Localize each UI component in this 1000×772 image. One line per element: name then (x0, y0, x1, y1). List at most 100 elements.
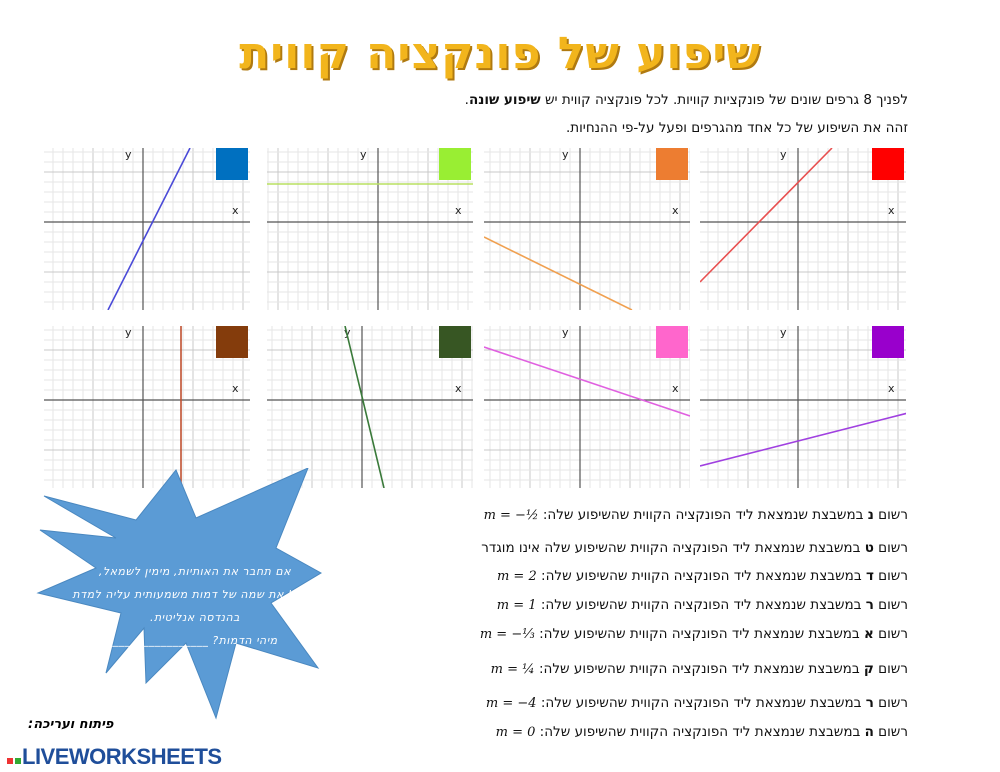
question-item: רשום ר במשבצת שנמצאת ליד הפונקציה הקווית… (497, 597, 908, 613)
y-axis-label: y (780, 326, 787, 339)
x-axis-label: x (888, 204, 895, 217)
question-text: במשבצת שנמצאת ליד הפונקציה הקווית שהשיפו… (536, 695, 866, 711)
question-letter: א (864, 626, 874, 642)
question-letter: ה (864, 724, 874, 740)
answer-box[interactable] (439, 326, 471, 358)
starburst-line: תקבל את שמה של דמות משמעותית עליה למדת (72, 588, 318, 601)
question-pre: רשום (873, 507, 908, 523)
x-axis-label: x (455, 204, 462, 217)
question-pre: רשום (873, 695, 908, 711)
question-item: רשום ה במשבצת שנמצאת ליד הפונקציה הקווית… (496, 724, 908, 740)
function-line (700, 148, 833, 283)
intro-line-2: זהה את השיפוע של כל אחד מהגרפים ופעל על-… (565, 120, 908, 136)
question-letter: ט (864, 540, 874, 556)
question-pre: רשום (873, 626, 908, 642)
answer-box[interactable] (439, 148, 471, 180)
function-line (344, 326, 385, 488)
answer-box[interactable] (872, 326, 904, 358)
question-pre: רשום (873, 568, 908, 584)
starburst-shape (36, 468, 322, 720)
logo-text: LIVEWORKSHEETS (22, 744, 222, 769)
starburst-line: אם תחבר את האותיות, מימין לשמאל, (98, 565, 292, 578)
question-pre: רשום (873, 540, 908, 556)
answer-box[interactable] (872, 148, 904, 180)
function-line (484, 236, 633, 310)
question-item: רשום ט במשבצת שנמצאת ליד הפונקציה הקווית… (481, 540, 908, 556)
question-pre: רשום (873, 661, 908, 677)
intro-text: לפניך 8 גרפים שונים של פונקציות קוויות. … (540, 92, 908, 108)
y-axis-label: y (344, 326, 351, 339)
slope-formula: m = −4 (485, 696, 537, 711)
question-text: במשבצת שנמצאת ליד הפונקציה הקווית שהשיפו… (535, 724, 865, 740)
question-pre: רשום (873, 597, 908, 613)
question-item: רשום ק במשבצת שנמצאת ליד הפונקציה הקווית… (491, 661, 908, 677)
logo-square (7, 758, 13, 764)
x-axis-label: x (888, 382, 895, 395)
y-axis-label: y (562, 148, 569, 161)
question-text: במשבצת שנמצאת ליד הפונקציה הקווית שהשיפו… (536, 568, 866, 584)
question-letter: ק (863, 661, 874, 677)
question-item: רשום ד במשבצת שנמצאת ליד הפונקציה הקווית… (497, 568, 908, 584)
intro-suffix: . (464, 92, 469, 108)
x-axis-label: x (232, 204, 239, 217)
question-letter: ר (865, 695, 874, 711)
credit-label: פיתוח ועריכה: (28, 717, 114, 732)
question-text: במשבצת שנמצאת ליד הפונקציה הקווית שהשיפו… (481, 540, 865, 556)
question-pre: רשום (873, 724, 908, 740)
answer-box[interactable] (216, 148, 248, 180)
slope-formula: m = 1 (496, 598, 537, 613)
graph-svg: yx (267, 148, 473, 310)
starburst-answer-line[interactable]: מיהי הדמות? ________________ (112, 634, 278, 647)
y-axis-label: y (125, 148, 132, 161)
question-item: רשום א במשבצת שנמצאת ליד הפונקציה הקווית… (480, 626, 908, 642)
y-axis-label: y (780, 148, 787, 161)
slope-formula: m = ¼ (490, 662, 535, 677)
liveworksheets-logo: LIVEWORKSHEETS (6, 744, 222, 770)
graph-svg: yx (484, 148, 690, 310)
starburst-line: בהנדסה אנליטית. (149, 611, 241, 624)
x-axis-label: x (232, 382, 239, 395)
graph-svg: yx (44, 148, 250, 310)
question-letter: ר (865, 597, 874, 613)
answer-box[interactable] (656, 148, 688, 180)
question-item: רשום נ במשבצת שנמצאת ליד הפונקציה הקווית… (484, 507, 908, 523)
function-line (700, 412, 906, 467)
function-line (107, 148, 191, 310)
y-axis-label: y (360, 148, 367, 161)
slope-formula: m = −½ (483, 508, 539, 523)
graph-svg: yx (484, 326, 690, 488)
question-text: במשבצת שנמצאת ליד הפונקציה הקווית שהשיפו… (534, 661, 864, 677)
starburst-text: אם תחבר את האותיות, מימין לשמאל, תקבל את… (70, 560, 320, 652)
page-title: שיפוע של פונקציה קווית (239, 28, 761, 79)
answer-box[interactable] (656, 326, 688, 358)
intro-bold: שיפוע שונה (468, 92, 541, 108)
x-axis-label: x (672, 382, 679, 395)
slope-formula: m = −⅓ (479, 627, 535, 642)
question-letter: נ (867, 507, 874, 523)
logo-square (15, 758, 21, 764)
x-axis-label: x (672, 204, 679, 217)
function-line (484, 346, 690, 417)
intro-line-1: לפניך 8 גרפים שונים של פונקציות קוויות. … (465, 92, 908, 108)
question-text: במשבצת שנמצאת ליד הפונקציה הקווית שהשיפו… (538, 507, 868, 523)
slope-formula: m = 2 (496, 569, 537, 584)
question-text: במשבצת שנמצאת ליד הפונקציה הקווית שהשיפו… (536, 597, 866, 613)
question-text: במשבצת שנמצאת ליד הפונקציה הקווית שהשיפו… (534, 626, 865, 642)
graph-svg: yx (700, 326, 906, 488)
graph-panel: yx (267, 326, 473, 488)
slope-formula: m = 0 (495, 725, 536, 740)
question-letter: ד (865, 568, 874, 584)
y-axis-label: y (562, 326, 569, 339)
answer-box[interactable] (216, 326, 248, 358)
graph-svg: yx (44, 326, 250, 488)
graph-svg: yx (267, 326, 473, 488)
y-axis-label: y (125, 326, 132, 339)
